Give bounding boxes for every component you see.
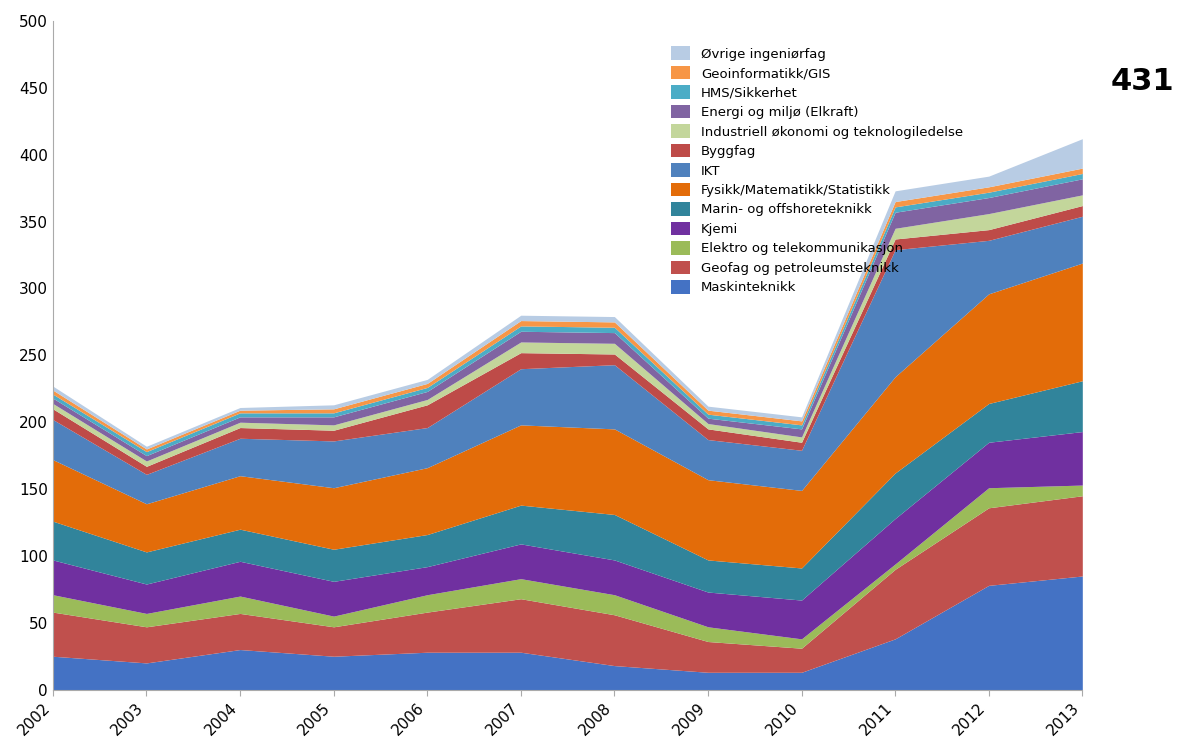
Legend: Øvrige ingeniørfag, Geoinformatikk/GIS, HMS/Sikkerhet, Energi og miljø (Elkraft): Øvrige ingeniørfag, Geoinformatikk/GIS, … [665, 41, 969, 300]
Text: 431: 431 [1110, 67, 1174, 96]
